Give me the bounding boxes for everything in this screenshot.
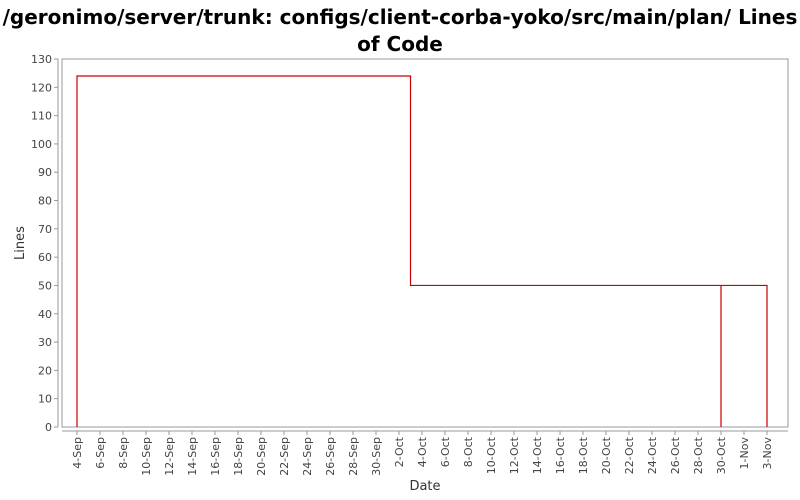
x-tick-label: 22-Oct — [623, 436, 636, 474]
y-tick-label: 100 — [31, 138, 52, 151]
y-tick-label: 0 — [45, 421, 52, 434]
x-tick-label: 6-Oct — [439, 436, 452, 467]
x-tick-label: 18-Sep — [232, 437, 245, 476]
x-tick-label: 10-Sep — [140, 437, 153, 476]
x-axis-label: Date — [409, 479, 440, 494]
y-axis: 0 10 20 30 40 50 60 70 80 90 100 110 120 130 — [31, 53, 59, 434]
x-tick-label: 26-Sep — [324, 437, 337, 476]
x-axis: 4-Sep 6-Sep 8-Sep 10-Sep 12-Sep 14-Sep 16-Sep 1… — [62, 430, 788, 476]
x-tick-label: 8-Oct — [462, 436, 475, 467]
x-tick-label: 28-Oct — [692, 436, 705, 474]
x-tick-label: 20-Sep — [255, 437, 268, 476]
x-tick-label: 30-Oct — [715, 436, 728, 474]
y-tick-label: 30 — [38, 336, 52, 349]
x-tick-label: 12-Oct — [508, 436, 521, 474]
x-tick-label: 2-Oct — [393, 436, 406, 467]
x-tick-label: 4-Oct — [416, 436, 429, 467]
y-axis-label: Lines — [13, 226, 28, 260]
y-tick-label: 10 — [38, 393, 52, 406]
chart-title: /geronimo/server/trunk: configs/client-c… — [2, 5, 798, 56]
x-tick-label: 1-Nov — [738, 437, 751, 470]
x-tick-label: 22-Sep — [278, 437, 291, 476]
x-tick-label: 6-Sep — [94, 437, 107, 469]
x-tick-label: 8-Sep — [117, 437, 130, 469]
x-tick-label: 12-Sep — [163, 437, 176, 476]
y-tick-label: 120 — [31, 81, 52, 94]
plot-area — [61, 58, 789, 428]
y-tick-label: 90 — [38, 166, 52, 179]
x-tick-label: 16-Sep — [209, 437, 222, 476]
y-tick-label: 20 — [38, 364, 52, 377]
x-tick-label: 10-Oct — [485, 436, 498, 474]
y-tick-label: 60 — [38, 251, 52, 264]
y-tick-label: 40 — [38, 308, 52, 321]
x-tick-label: 4-Sep — [71, 437, 84, 469]
series-line — [76, 75, 768, 427]
y-tick-label: 70 — [38, 223, 52, 236]
x-tick-label: 14-Oct — [531, 436, 544, 474]
y-tick-label: 110 — [31, 110, 52, 123]
x-tick-label: 14-Sep — [186, 437, 199, 476]
y-tick-label: 130 — [31, 53, 52, 66]
x-tick-label: 16-Oct — [554, 436, 567, 474]
series-group — [76, 75, 768, 427]
x-tick-label: 3-Nov — [761, 437, 774, 470]
y-tick-label: 80 — [38, 195, 52, 208]
x-tick-label: 26-Oct — [669, 436, 682, 474]
x-tick-label: 30-Sep — [370, 437, 383, 476]
x-tick-label: 24-Oct — [646, 436, 659, 474]
x-tick-label: 28-Sep — [347, 437, 360, 476]
x-tick-label: 20-Oct — [600, 436, 613, 474]
y-tick-label: 50 — [38, 279, 52, 292]
x-tick-label: 18-Oct — [577, 436, 590, 474]
x-tick-label: 24-Sep — [301, 437, 314, 476]
